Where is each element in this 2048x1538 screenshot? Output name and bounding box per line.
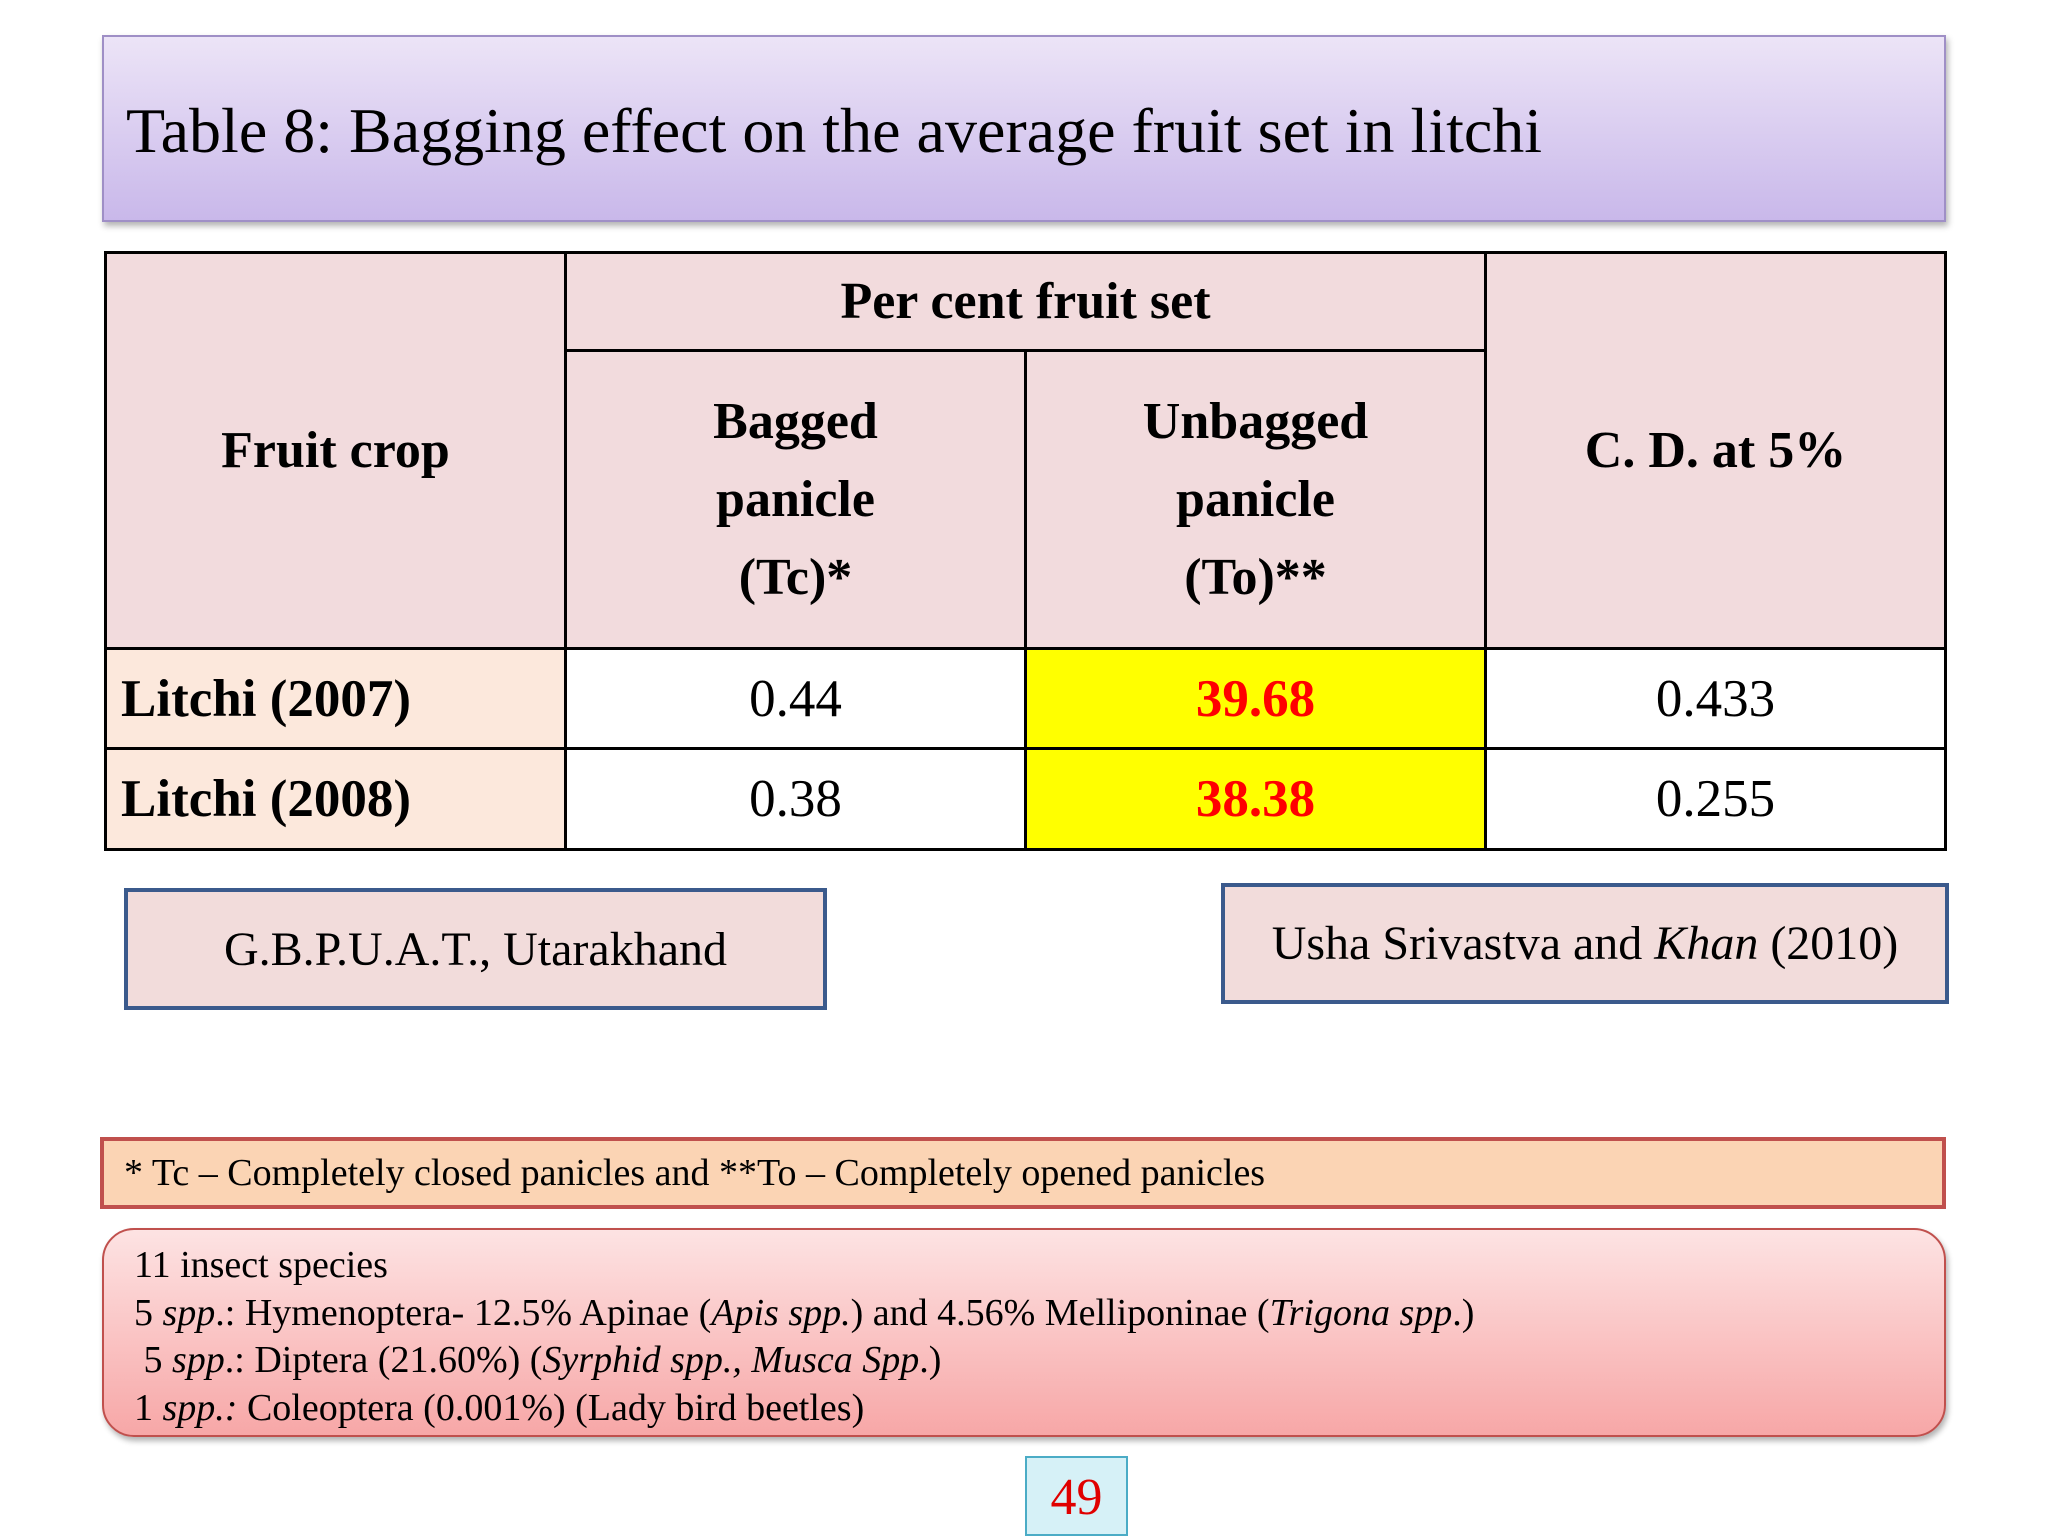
highlight-cell: 38.38 (1024, 747, 1487, 851)
header-line: (To)** (1184, 548, 1327, 606)
text: Coleoptera (0.001%) (Lady bird beetles) (237, 1386, 865, 1429)
header-cell: Bagged panicle (Tc)* (564, 349, 1027, 650)
citation-box: Usha Srivastva and Khan (2010) (1221, 883, 1949, 1004)
text: spp.: (162, 1386, 238, 1429)
page-number: 49 (1025, 1456, 1128, 1536)
text-line: 1 spp.: Coleoptera (0.001%) (Lady bird b… (134, 1385, 1914, 1433)
text: ) and 4.56% Melliponinae ( (850, 1291, 1270, 1334)
header-line: panicle (1176, 470, 1335, 528)
text: 5 (134, 1339, 172, 1381)
highlight-cell: 39.68 (1024, 647, 1487, 750)
header-cell: Fruit crop (104, 251, 567, 650)
cell: 0.38 (564, 747, 1027, 851)
text: .: Hymenoptera- 12.5% Apinae ( (215, 1291, 712, 1334)
header-cell: Per cent fruit set (564, 251, 1487, 352)
cell: 0.44 (564, 647, 1027, 750)
cell: 0.255 (1484, 747, 1947, 851)
text: 5 (134, 1291, 163, 1334)
cell: 0.433 (1484, 647, 1947, 750)
text: spp (162, 1291, 216, 1334)
insect-box: 11 insect species 5 spp.: Hymenoptera- 1… (102, 1228, 1946, 1437)
text: spp (172, 1339, 225, 1381)
data-table: Fruit crop Per cent fruit set C. D. at 5… (104, 251, 1947, 851)
header-line: Unbagged (1142, 392, 1369, 450)
institute-box: G.B.P.U.A.T., Utarakhand (124, 888, 827, 1010)
text: 11 insect species (134, 1244, 388, 1286)
citation-text: Usha Srivastva and (1271, 917, 1655, 970)
title: Table 8: Bagging effect on the average f… (102, 35, 1946, 222)
text: Syrphid spp., Musca Spp (542, 1339, 920, 1381)
header-cell: Unbagged panicle (To)** (1024, 349, 1487, 650)
text: .: Diptera (21.60%) ( (224, 1339, 543, 1381)
text: 1 (134, 1386, 163, 1429)
header-line: Bagged (713, 392, 878, 450)
text: .) (919, 1339, 942, 1381)
text-line: 11 insect species (134, 1242, 1914, 1290)
footnote: * Tc – Completely closed panicles and **… (100, 1137, 1946, 1209)
text: .) (1452, 1291, 1475, 1334)
text: Trigona spp (1269, 1291, 1453, 1334)
text-line: 5 spp.: Diptera (21.60%) (Syrphid spp., … (134, 1337, 1914, 1385)
citation-text: Khan (1654, 917, 1759, 970)
text: Apis spp. (711, 1291, 851, 1334)
header-line: (Tc)* (738, 548, 853, 606)
citation-text: (2010) (1758, 917, 1899, 970)
row-label: Litchi (2008) (104, 747, 567, 851)
row-label: Litchi (2007) (104, 647, 567, 750)
header-line: panicle (716, 470, 875, 528)
text-line: 5 spp.: Hymenoptera- 12.5% Apinae (Apis … (134, 1290, 1914, 1338)
header-cell: C. D. at 5% (1484, 251, 1947, 650)
